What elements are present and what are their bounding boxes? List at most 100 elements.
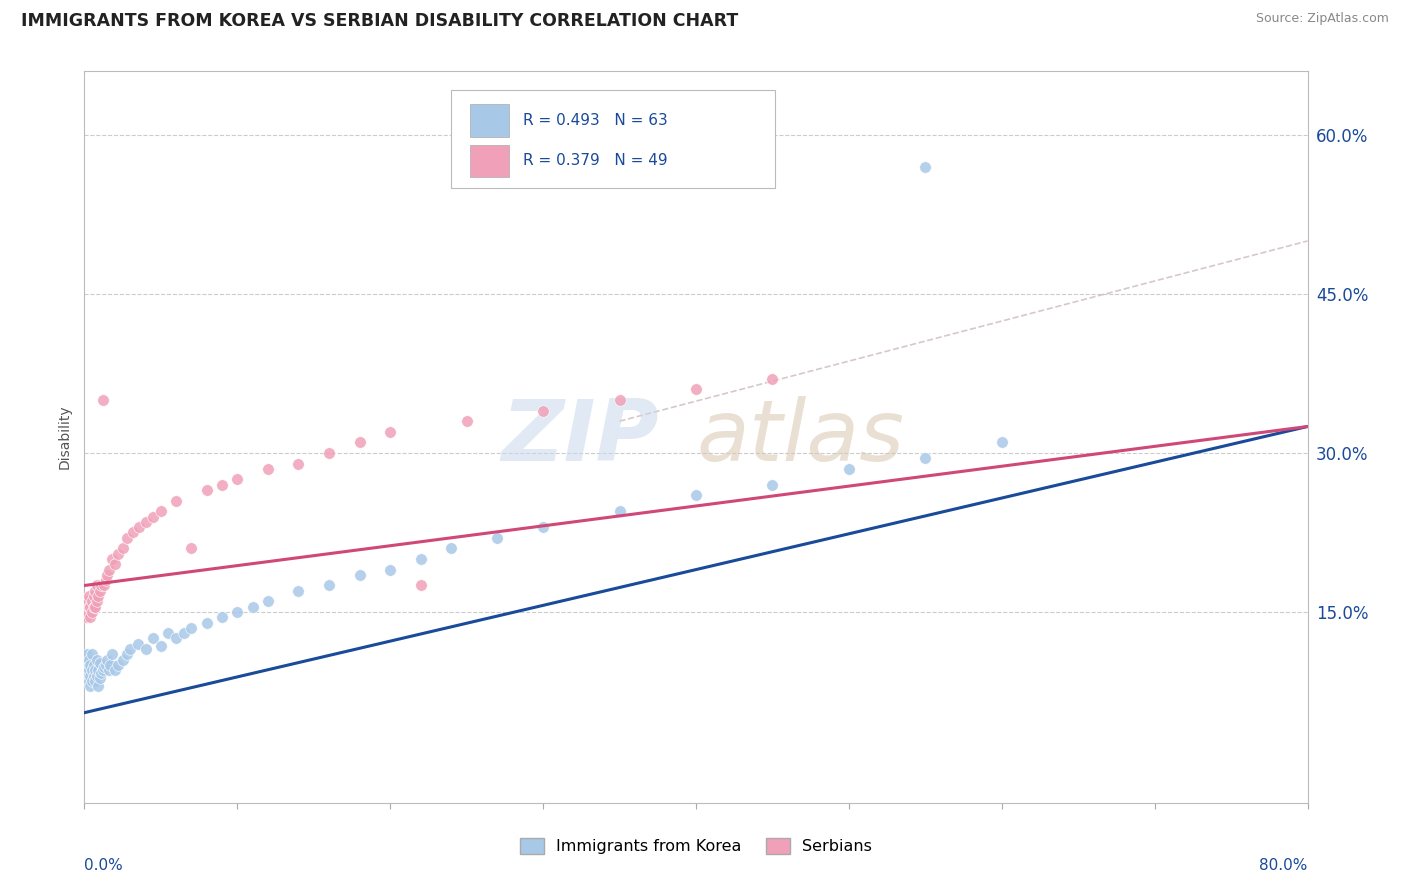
Point <box>80 648 103 662</box>
Point <box>96 653 118 667</box>
Point <box>211 477 233 491</box>
Text: IMMIGRANTS FROM KOREA VS SERBIAN DISABILITY CORRELATION CHART: IMMIGRANTS FROM KOREA VS SERBIAN DISABIL… <box>21 12 738 29</box>
Point <box>77 653 100 667</box>
Point <box>90 578 112 592</box>
Point <box>115 648 138 662</box>
Point <box>83 658 105 673</box>
Point <box>173 626 195 640</box>
Point <box>91 392 114 407</box>
Point <box>531 520 554 534</box>
Point <box>83 668 105 682</box>
Point <box>79 679 101 693</box>
Point <box>128 520 150 534</box>
Point <box>79 610 101 624</box>
Point <box>211 610 233 624</box>
Point <box>149 504 172 518</box>
Point <box>101 648 124 662</box>
Point <box>90 666 112 681</box>
Point <box>914 451 936 466</box>
Point <box>257 594 280 608</box>
Text: ZIP: ZIP <box>502 395 659 479</box>
Point <box>195 483 218 497</box>
Point <box>122 525 145 540</box>
Point <box>195 615 218 630</box>
Text: 80.0%: 80.0% <box>1260 858 1308 873</box>
Point <box>107 658 129 673</box>
Point <box>77 589 100 603</box>
Point <box>86 594 108 608</box>
Point <box>318 578 340 592</box>
Y-axis label: Disability: Disability <box>58 405 72 469</box>
Point <box>226 473 249 487</box>
Point <box>101 552 124 566</box>
Point <box>98 658 121 673</box>
Text: atlas: atlas <box>696 395 904 479</box>
Point <box>86 653 108 667</box>
Point <box>97 563 120 577</box>
Point <box>380 563 402 577</box>
Point <box>287 583 309 598</box>
Point <box>76 594 98 608</box>
Point <box>486 531 509 545</box>
Point <box>609 392 631 407</box>
Point <box>257 462 280 476</box>
Point <box>242 599 264 614</box>
Text: R = 0.493   N = 63: R = 0.493 N = 63 <box>523 113 668 128</box>
Point <box>96 567 118 582</box>
Point <box>84 673 107 688</box>
Point <box>77 673 100 688</box>
Point <box>76 648 98 662</box>
Point <box>135 642 157 657</box>
Point <box>531 403 554 417</box>
Point <box>91 663 114 677</box>
Point <box>409 578 432 592</box>
Point <box>87 663 110 677</box>
Point <box>80 673 103 688</box>
Point <box>440 541 463 556</box>
Point <box>107 547 129 561</box>
Point <box>180 621 202 635</box>
Point <box>349 567 371 582</box>
Point <box>79 668 101 682</box>
Point <box>149 639 172 653</box>
Text: 0.0%: 0.0% <box>84 858 124 873</box>
Point <box>94 658 117 673</box>
Point <box>84 663 107 677</box>
Point <box>93 578 115 592</box>
Point <box>89 671 111 685</box>
Point <box>75 610 97 624</box>
Point <box>87 679 110 693</box>
Point <box>838 462 860 476</box>
Point <box>77 599 100 614</box>
Point <box>84 583 107 598</box>
Point <box>409 552 432 566</box>
Bar <box>470 145 509 178</box>
Point <box>89 583 111 598</box>
Point <box>80 594 103 608</box>
Point <box>84 599 107 614</box>
Point <box>991 435 1014 450</box>
Point <box>89 656 111 670</box>
Point <box>135 515 157 529</box>
Point <box>349 435 371 450</box>
Point <box>87 589 110 603</box>
Point <box>115 531 138 545</box>
Point <box>83 599 105 614</box>
Point <box>79 658 101 673</box>
Point <box>180 541 202 556</box>
Point <box>142 509 165 524</box>
Point <box>111 653 134 667</box>
Point <box>94 573 117 587</box>
Point <box>318 446 340 460</box>
Point <box>609 504 631 518</box>
Point <box>77 663 100 677</box>
Point <box>287 457 309 471</box>
Point <box>761 477 783 491</box>
Point <box>97 663 120 677</box>
Point <box>685 383 707 397</box>
Point <box>104 558 127 572</box>
Point <box>111 541 134 556</box>
Point <box>456 414 478 428</box>
Point <box>914 160 936 174</box>
Point <box>76 605 98 619</box>
